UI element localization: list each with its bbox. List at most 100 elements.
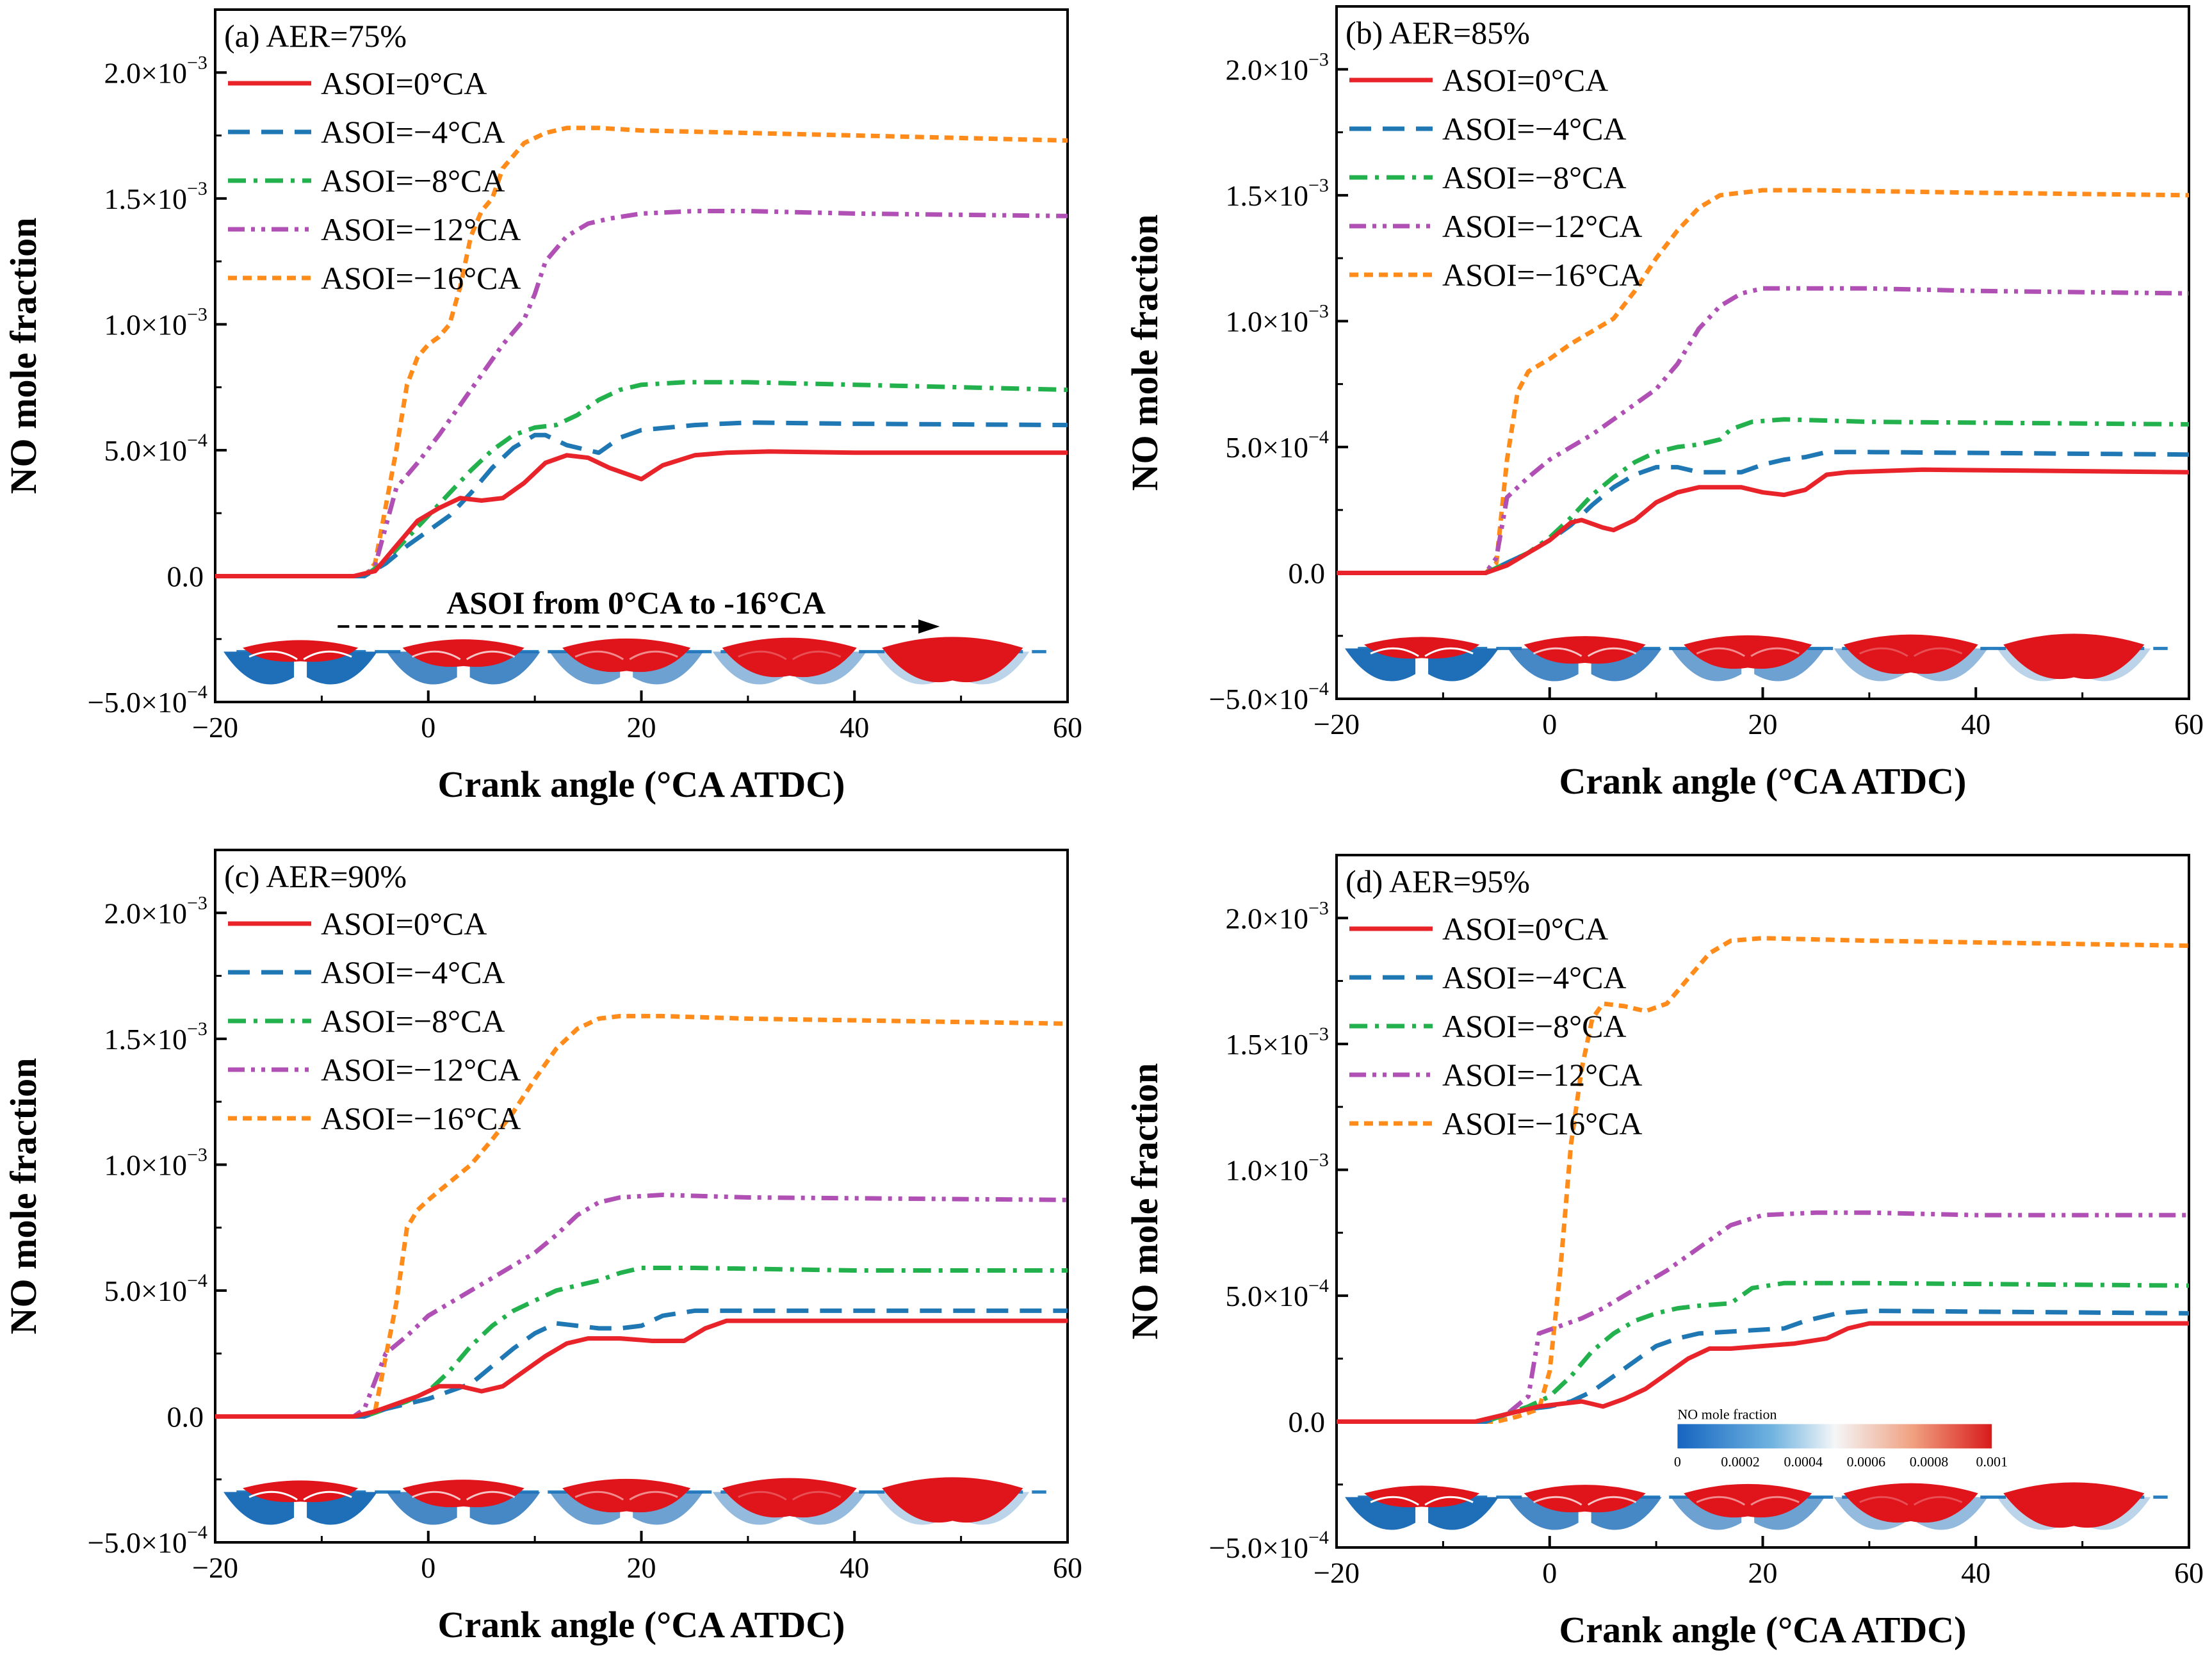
y-tick-label: 1.5×10 bbox=[104, 1023, 187, 1056]
legend-label: ASOI=−8°CA bbox=[1442, 159, 1627, 195]
snapshot-image bbox=[875, 1477, 1030, 1525]
x-axis-title: Crank angle (°CA ATDC) bbox=[438, 1604, 845, 1645]
series-line-ASOI=−12°CA bbox=[1337, 1210, 2189, 1424]
legend-label: ASOI=−12°CA bbox=[1442, 208, 1643, 244]
snapshot-image bbox=[1508, 636, 1662, 682]
x-tick-label: 0 bbox=[1542, 708, 1557, 740]
cfd-snapshot-strip bbox=[1345, 633, 2168, 682]
snapshot-image bbox=[549, 1478, 704, 1525]
series-line-ASOI=−8°CA bbox=[215, 380, 1068, 578]
legend-label: ASOI=−16°CA bbox=[1442, 257, 1643, 293]
y-axis-title: NO mole fraction bbox=[3, 1058, 44, 1335]
x-tick-label: 60 bbox=[1053, 1551, 1082, 1584]
legend-label: ASOI=−12°CA bbox=[1442, 1057, 1643, 1093]
y-tick-exponent: −3 bbox=[1308, 897, 1329, 918]
series-line-ASOI=−16°CA bbox=[215, 126, 1068, 578]
x-tick-label: −20 bbox=[192, 1551, 238, 1584]
y-tick-exponent: −3 bbox=[1308, 1024, 1329, 1045]
panel-label: (d) AER=95% bbox=[1346, 863, 1530, 899]
legend-label: ASOI=−4°CA bbox=[321, 114, 505, 150]
y-tick-label: 1.0×10 bbox=[1226, 305, 1308, 338]
snapshot-image bbox=[386, 1480, 541, 1525]
snapshot-image bbox=[1997, 633, 2151, 682]
snapshot-image bbox=[1345, 1485, 1499, 1530]
legend-label: ASOI=0°CA bbox=[1442, 911, 1608, 947]
x-tick-label: 0 bbox=[1542, 1556, 1557, 1589]
legend-label: ASOI=−16°CA bbox=[1442, 1106, 1643, 1141]
y-tick-label: 2.0×10 bbox=[104, 897, 187, 929]
x-tick-label: 40 bbox=[1961, 708, 1990, 740]
snapshot-image bbox=[224, 640, 378, 685]
y-tick-exponent: −3 bbox=[1308, 300, 1329, 322]
legend-label: ASOI=0°CA bbox=[321, 906, 487, 942]
series-line-ASOI=−4°CA bbox=[215, 420, 1068, 578]
legend: ASOI=0°CA ASOI=−4°CA ASOI=−8°CA ASOI=−12°CA… bbox=[228, 65, 521, 296]
y-tick-exponent: −3 bbox=[1308, 1149, 1329, 1170]
y-tick-label: 1.0×10 bbox=[104, 308, 187, 341]
y-tick-exponent: −4 bbox=[187, 1522, 207, 1543]
y-tick-exponent: −4 bbox=[1308, 1527, 1329, 1548]
series-line-ASOI=−8°CA bbox=[1337, 417, 2189, 575]
y-tick-label: 1.5×10 bbox=[104, 183, 187, 215]
y-tick-label: −5.0×10 bbox=[88, 1526, 187, 1559]
snapshot-image bbox=[1671, 1483, 1825, 1530]
y-axis-title: NO mole fraction bbox=[3, 218, 44, 494]
x-tick-label: 60 bbox=[2174, 708, 2204, 740]
y-tick-exponent: −4 bbox=[1308, 427, 1329, 448]
x-tick-label: −20 bbox=[1313, 1556, 1360, 1589]
y-tick-exponent: −3 bbox=[187, 892, 207, 913]
y-tick-label: 1.5×10 bbox=[1226, 1028, 1308, 1061]
colorbar-gradient bbox=[1677, 1424, 1992, 1449]
panel-label: (a) AER=75% bbox=[224, 18, 407, 54]
snapshot-image bbox=[386, 639, 541, 685]
x-tick-label: 60 bbox=[1053, 711, 1082, 744]
x-tick-label: 40 bbox=[1961, 1556, 1990, 1589]
legend-label: ASOI=0°CA bbox=[321, 65, 487, 101]
snapshot-image bbox=[549, 638, 704, 685]
annotation-text: ASOI from 0°CA to -16°CA bbox=[446, 585, 825, 621]
cfd-snapshot-strip bbox=[224, 1477, 1046, 1525]
panel-d: −20 0 20 40 60−5.0×10 −40.05.0×10 −41.0×10 −31.… bbox=[1124, 854, 2204, 1651]
y-axis-title: NO mole fraction bbox=[1124, 215, 1166, 491]
y-tick-exponent: −3 bbox=[1308, 49, 1329, 70]
colorbar: NO mole fraction 0 0.0002 0.0004 0.0006 0.000… bbox=[1672, 1405, 2008, 1478]
y-tick-label: 5.0×10 bbox=[104, 434, 187, 467]
y-axis-title: NO mole fraction bbox=[1124, 1063, 1166, 1340]
legend-label: ASOI=−4°CA bbox=[321, 954, 505, 990]
snapshot-image bbox=[1834, 1483, 1988, 1530]
y-tick-label: 5.0×10 bbox=[1226, 1280, 1308, 1312]
panel-c: −20 0 20 40 60−5.0×10 −40.05.0×10 −41.0×10 −31.… bbox=[3, 849, 1082, 1645]
x-tick-label: 0 bbox=[421, 1551, 435, 1584]
series-line-ASOI=−12°CA bbox=[215, 209, 1068, 578]
y-tick-exponent: −3 bbox=[187, 304, 207, 325]
colorbar-tick-label: 0 bbox=[1674, 1453, 1681, 1469]
series-line-ASOI=−12°CA bbox=[215, 1193, 1068, 1419]
series-lines bbox=[1337, 936, 2189, 1424]
x-tick-label: 20 bbox=[627, 711, 656, 744]
y-tick-label: −5.0×10 bbox=[1209, 683, 1308, 715]
y-tick-exponent: −4 bbox=[187, 430, 207, 451]
y-tick-exponent: −4 bbox=[187, 682, 207, 703]
y-tick-label: 0.0 bbox=[167, 1400, 204, 1433]
y-tick-exponent: −3 bbox=[1308, 175, 1329, 196]
colorbar-tick-label: 0.0004 bbox=[1784, 1453, 1823, 1469]
snapshot-image bbox=[1671, 635, 1825, 682]
y-tick-exponent: −4 bbox=[187, 1270, 207, 1291]
legend-label: ASOI=−8°CA bbox=[1442, 1008, 1627, 1044]
y-tick-exponent: −3 bbox=[187, 178, 207, 199]
legend-label: ASOI=−12°CA bbox=[321, 1052, 521, 1088]
x-tick-label: 20 bbox=[1748, 1556, 1778, 1589]
snapshot-image bbox=[1834, 634, 1988, 682]
y-tick-label: 2.0×10 bbox=[1226, 53, 1308, 86]
x-tick-label: 20 bbox=[627, 1551, 656, 1584]
colorbar-tick-label: 0.0006 bbox=[1847, 1453, 1886, 1469]
y-tick-exponent: −3 bbox=[187, 1144, 207, 1165]
y-tick-exponent: −4 bbox=[1308, 1275, 1329, 1296]
snapshot-image bbox=[875, 637, 1030, 685]
series-line-ASOI=−12°CA bbox=[1337, 286, 2189, 575]
legend-label: ASOI=−4°CA bbox=[1442, 111, 1627, 147]
legend-label: ASOI=−8°CA bbox=[321, 1003, 505, 1039]
legend-label: ASOI=−12°CA bbox=[321, 211, 521, 247]
cfd-snapshot-strip bbox=[224, 637, 1046, 685]
series-line-ASOI=−16°CA bbox=[215, 1013, 1068, 1419]
